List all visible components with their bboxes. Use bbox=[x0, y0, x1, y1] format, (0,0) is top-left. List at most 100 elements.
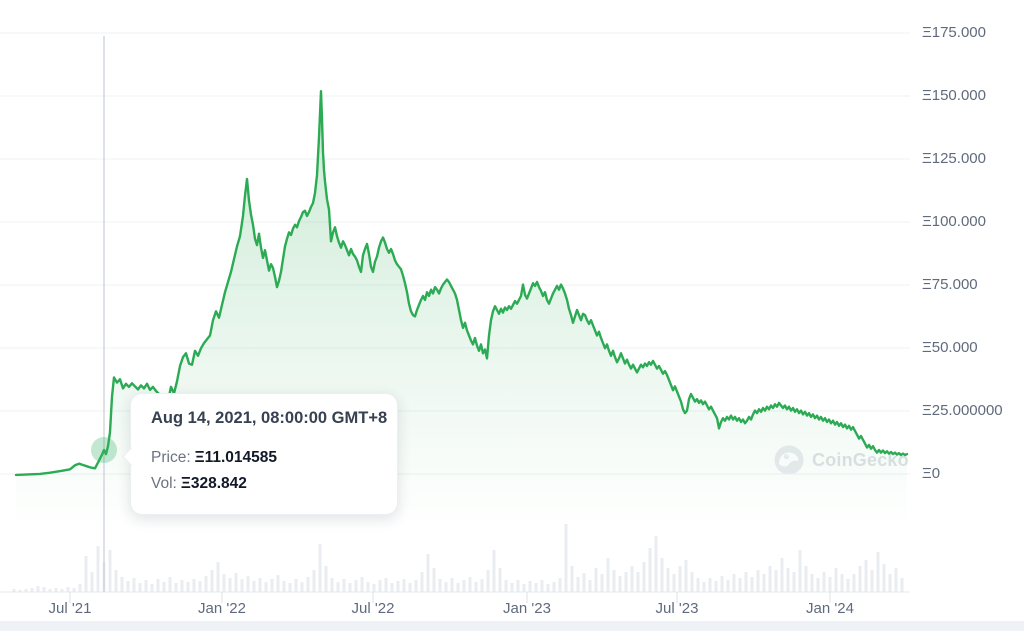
volume-bar bbox=[540, 580, 544, 592]
volume-bar bbox=[864, 560, 868, 592]
bottom-strip bbox=[0, 621, 1024, 631]
volume-bar bbox=[324, 566, 328, 592]
volume-bar bbox=[810, 574, 814, 592]
volume-bar bbox=[18, 590, 22, 592]
volume-bar bbox=[492, 550, 496, 592]
x-axis-label: Jul '23 bbox=[655, 600, 699, 617]
volume-bar bbox=[156, 579, 160, 592]
volume-bar bbox=[24, 589, 28, 592]
volume-bar bbox=[600, 574, 604, 592]
volume-bar bbox=[108, 550, 112, 592]
volume-bar bbox=[60, 589, 64, 592]
volume-bar bbox=[714, 581, 718, 592]
volume-bar bbox=[708, 578, 712, 592]
volume-bar bbox=[222, 574, 226, 592]
tooltip-date: Aug 14, 2021, 08:00:00 GMT+8 bbox=[151, 409, 388, 427]
x-axis-label: Jan '22 bbox=[198, 600, 246, 617]
volume-bar bbox=[636, 572, 640, 592]
volume-bar bbox=[174, 583, 178, 592]
volume-bar bbox=[252, 581, 256, 592]
y-axis-label: Ξ100.000 bbox=[922, 213, 986, 230]
volume-bar bbox=[564, 524, 568, 592]
volume-bar bbox=[678, 566, 682, 592]
volume-bar bbox=[456, 583, 460, 592]
volume-bar bbox=[276, 575, 280, 592]
volume-bar bbox=[462, 580, 466, 592]
volume-bar bbox=[96, 546, 100, 592]
volume-bar bbox=[426, 554, 430, 592]
volume-bar bbox=[402, 579, 406, 592]
x-axis-label: Jul '21 bbox=[48, 600, 92, 617]
tooltip-vol-value: Ξ328.842 bbox=[180, 475, 247, 492]
volume-bar bbox=[690, 572, 694, 592]
volume-bar bbox=[480, 579, 484, 592]
volume-bar bbox=[258, 578, 262, 592]
volume-bar bbox=[546, 584, 550, 592]
volume-bar bbox=[264, 582, 268, 592]
volume-bar bbox=[90, 572, 94, 592]
volume-bar bbox=[768, 566, 772, 592]
volume-bar bbox=[576, 577, 580, 592]
volume-bar bbox=[618, 576, 622, 592]
volume-bar bbox=[648, 548, 652, 592]
volume-bar bbox=[372, 584, 376, 592]
volume-bar bbox=[42, 587, 46, 592]
volume-bar bbox=[330, 578, 334, 592]
volume-bar bbox=[822, 572, 826, 592]
volume-bar bbox=[582, 573, 586, 592]
volume-bar bbox=[852, 574, 856, 592]
volume-bar bbox=[438, 579, 442, 592]
y-axis-label: Ξ75.000 bbox=[922, 276, 978, 293]
y-axis-label: Ξ125.000 bbox=[922, 150, 986, 167]
volume-bar bbox=[840, 574, 844, 592]
highlight-halo bbox=[91, 436, 117, 463]
volume-bar bbox=[396, 581, 400, 592]
volume-bar bbox=[762, 574, 766, 592]
volume-bar bbox=[504, 580, 508, 592]
volume-bar bbox=[804, 566, 808, 592]
volume-bar bbox=[792, 572, 796, 592]
x-axis-label: Jan '23 bbox=[503, 600, 551, 617]
volume-bar bbox=[786, 568, 790, 592]
volume-bar bbox=[36, 586, 40, 592]
volume-bar bbox=[234, 573, 238, 592]
volume-bar bbox=[300, 582, 304, 592]
volume-bar bbox=[684, 560, 688, 592]
volume-bar bbox=[672, 574, 676, 592]
volume-bar bbox=[30, 588, 34, 592]
volume-bar bbox=[312, 570, 316, 592]
volume-bar bbox=[876, 552, 880, 592]
volume-bar bbox=[336, 582, 340, 592]
volume-bar bbox=[780, 558, 784, 592]
volume-bar bbox=[48, 589, 52, 592]
tooltip-vol-label: Vol: bbox=[151, 475, 177, 492]
volume-bar bbox=[192, 579, 196, 592]
volume-bar bbox=[834, 568, 838, 592]
volume-bar bbox=[78, 584, 82, 592]
volume-bar bbox=[828, 577, 832, 592]
volume-bar bbox=[120, 577, 124, 592]
volume-bar bbox=[366, 582, 370, 592]
tooltip-price-row: Price: Ξ11.014585 bbox=[151, 445, 377, 471]
price-area bbox=[16, 91, 907, 592]
volume-bar bbox=[114, 570, 118, 592]
volume-bar bbox=[798, 550, 802, 592]
volume-bar bbox=[612, 570, 616, 592]
volume-bar bbox=[198, 581, 202, 592]
volume-bar bbox=[246, 576, 250, 592]
volume-bar bbox=[180, 580, 184, 592]
price-line bbox=[14, 90, 909, 477]
volume-bar bbox=[606, 558, 610, 592]
volume-bar bbox=[354, 580, 358, 592]
volume-bar bbox=[522, 584, 526, 592]
volume-bar bbox=[858, 566, 862, 592]
volume-bar bbox=[12, 589, 16, 592]
volume-bar bbox=[318, 544, 322, 592]
volume-bar bbox=[738, 578, 742, 592]
volume-bar bbox=[168, 577, 172, 592]
volume-bar bbox=[216, 562, 220, 592]
volume-bar bbox=[552, 582, 556, 592]
volume-bar bbox=[558, 578, 562, 592]
